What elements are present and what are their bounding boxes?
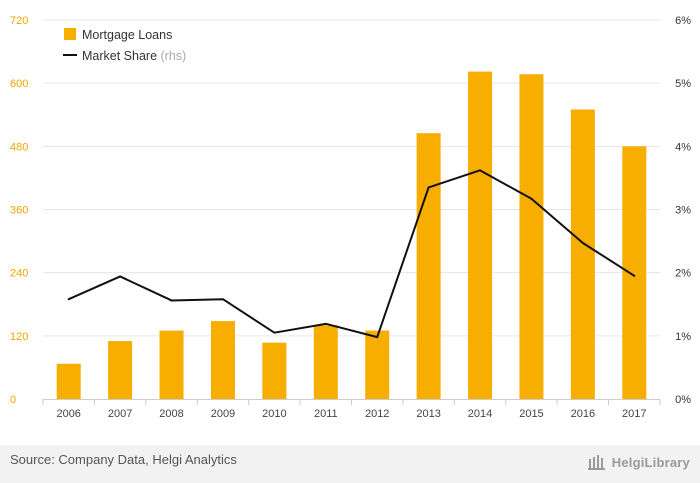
x-tick-label: 2016 [571, 408, 595, 420]
line-point [633, 274, 636, 277]
y-right-tick-label: 4% [675, 141, 691, 153]
library-icon [587, 455, 605, 470]
market-share-line [68, 169, 635, 339]
bar [210, 321, 235, 399]
line-point [530, 197, 533, 200]
bar [108, 341, 133, 399]
y-left-tick-label: 600 [10, 78, 28, 90]
line-point [67, 298, 70, 301]
x-tick-label: 2007 [108, 408, 132, 420]
y-right-tick-label: 6% [675, 15, 691, 27]
source-text: Source: Company Data, Helgi Analytics [10, 452, 237, 467]
bar [365, 330, 390, 399]
legend-bar-label: Mortgage Loans [82, 28, 172, 42]
line-point [427, 186, 430, 189]
y-left-tick-label: 480 [10, 141, 28, 153]
x-tick-label: 2012 [365, 408, 389, 420]
legend-line-suffix: (rhs) [161, 49, 187, 63]
x-tick-label: 2008 [159, 408, 183, 420]
x-tick-label: 2009 [211, 408, 235, 420]
x-tick-label: 2017 [622, 408, 646, 420]
bar [313, 325, 338, 399]
legend-line-name: Market Share [82, 49, 157, 63]
line-series [67, 169, 636, 339]
legend-bar-swatch [64, 28, 76, 40]
x-tick-label: 2011 [314, 408, 338, 420]
legend-line-label: Market Share (rhs) [82, 49, 186, 63]
line-point [581, 241, 584, 244]
chart: 0 0% 120 1% 240 2% 360 3% 480 4% 600 5% 720 6% 2006 200… [10, 15, 691, 420]
line-point [324, 322, 327, 325]
bar [622, 146, 647, 399]
y-right-tick-label: 1% [675, 331, 691, 343]
bar [468, 71, 493, 399]
y-right-tick-label: 2% [675, 268, 691, 280]
y-right-tick-label: 0% [675, 394, 691, 406]
bar [570, 109, 595, 399]
x-tick-label: 2013 [416, 408, 440, 420]
bar [56, 363, 81, 399]
line-point [376, 336, 379, 339]
line-point [221, 298, 224, 301]
y-left-tick-label: 360 [10, 205, 28, 217]
y-right-tick-label: 3% [675, 205, 691, 217]
x-tick-label: 2015 [519, 408, 543, 420]
line-point [170, 299, 173, 302]
y-left-tick-label: 0 [10, 394, 16, 406]
bar [416, 133, 441, 399]
line-point [479, 169, 482, 172]
bar [262, 342, 287, 399]
brand-logo[interactable]: HelgiLibrary [587, 451, 690, 473]
axes: 0 0% 120 1% 240 2% 360 3% 480 4% 600 5% 720 6% 2006 200… [10, 15, 691, 420]
line-point [119, 275, 122, 278]
y-left-tick-label: 720 [10, 15, 28, 27]
bar [159, 330, 184, 399]
y-left-tick-label: 120 [10, 331, 28, 343]
legend: Mortgage Loans Market Share (rhs) [63, 28, 186, 63]
grid-lines [43, 19, 660, 337]
bar [519, 74, 544, 400]
line-point [273, 331, 276, 334]
x-tick-label: 2006 [56, 408, 80, 420]
x-tick-label: 2010 [262, 408, 286, 420]
footer: Source: Company Data, Helgi Analytics He… [0, 445, 700, 483]
y-left-tick-label: 240 [10, 268, 28, 280]
x-tick-label: 2014 [468, 408, 492, 420]
brand-name: HelgiLibrary [611, 454, 690, 470]
bar-series [56, 71, 647, 400]
y-right-tick-label: 5% [675, 78, 691, 90]
